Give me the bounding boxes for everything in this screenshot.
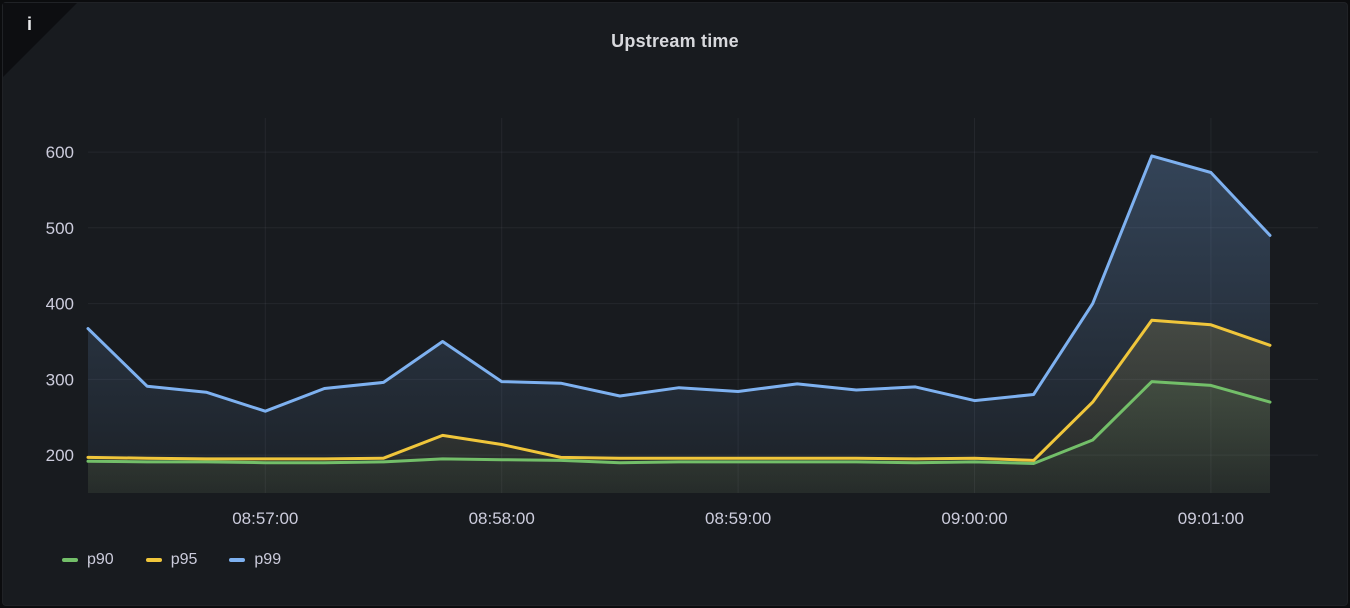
svg-text:200: 200 <box>46 446 74 465</box>
legend-item-p90[interactable]: p90 <box>62 551 114 569</box>
legend-item-p99[interactable]: p99 <box>229 551 281 569</box>
legend-label-p95: p95 <box>170 551 198 568</box>
svg-text:09:00:00: 09:00:00 <box>941 509 1007 528</box>
chart-legend: p90 p95 p99 <box>62 551 281 569</box>
p90-color-swatch <box>62 558 78 562</box>
info-icon: i <box>27 14 33 34</box>
svg-text:300: 300 <box>46 370 74 389</box>
svg-text:08:59:00: 08:59:00 <box>705 509 771 528</box>
panel-title: Upstream time <box>611 31 739 51</box>
svg-text:09:01:00: 09:01:00 <box>1178 509 1244 528</box>
svg-text:08:58:00: 08:58:00 <box>469 509 535 528</box>
p99-color-swatch <box>229 558 246 562</box>
svg-text:500: 500 <box>46 219 74 238</box>
legend-item-p95[interactable]: p95 <box>145 551 198 569</box>
p95-color-swatch <box>145 558 162 562</box>
svg-text:400: 400 <box>46 295 74 314</box>
svg-text:600: 600 <box>46 143 74 162</box>
legend-label-p90: p90 <box>87 551 114 568</box>
svg-text:08:57:00: 08:57:00 <box>232 509 298 528</box>
legend-label-p99: p99 <box>254 551 282 568</box>
